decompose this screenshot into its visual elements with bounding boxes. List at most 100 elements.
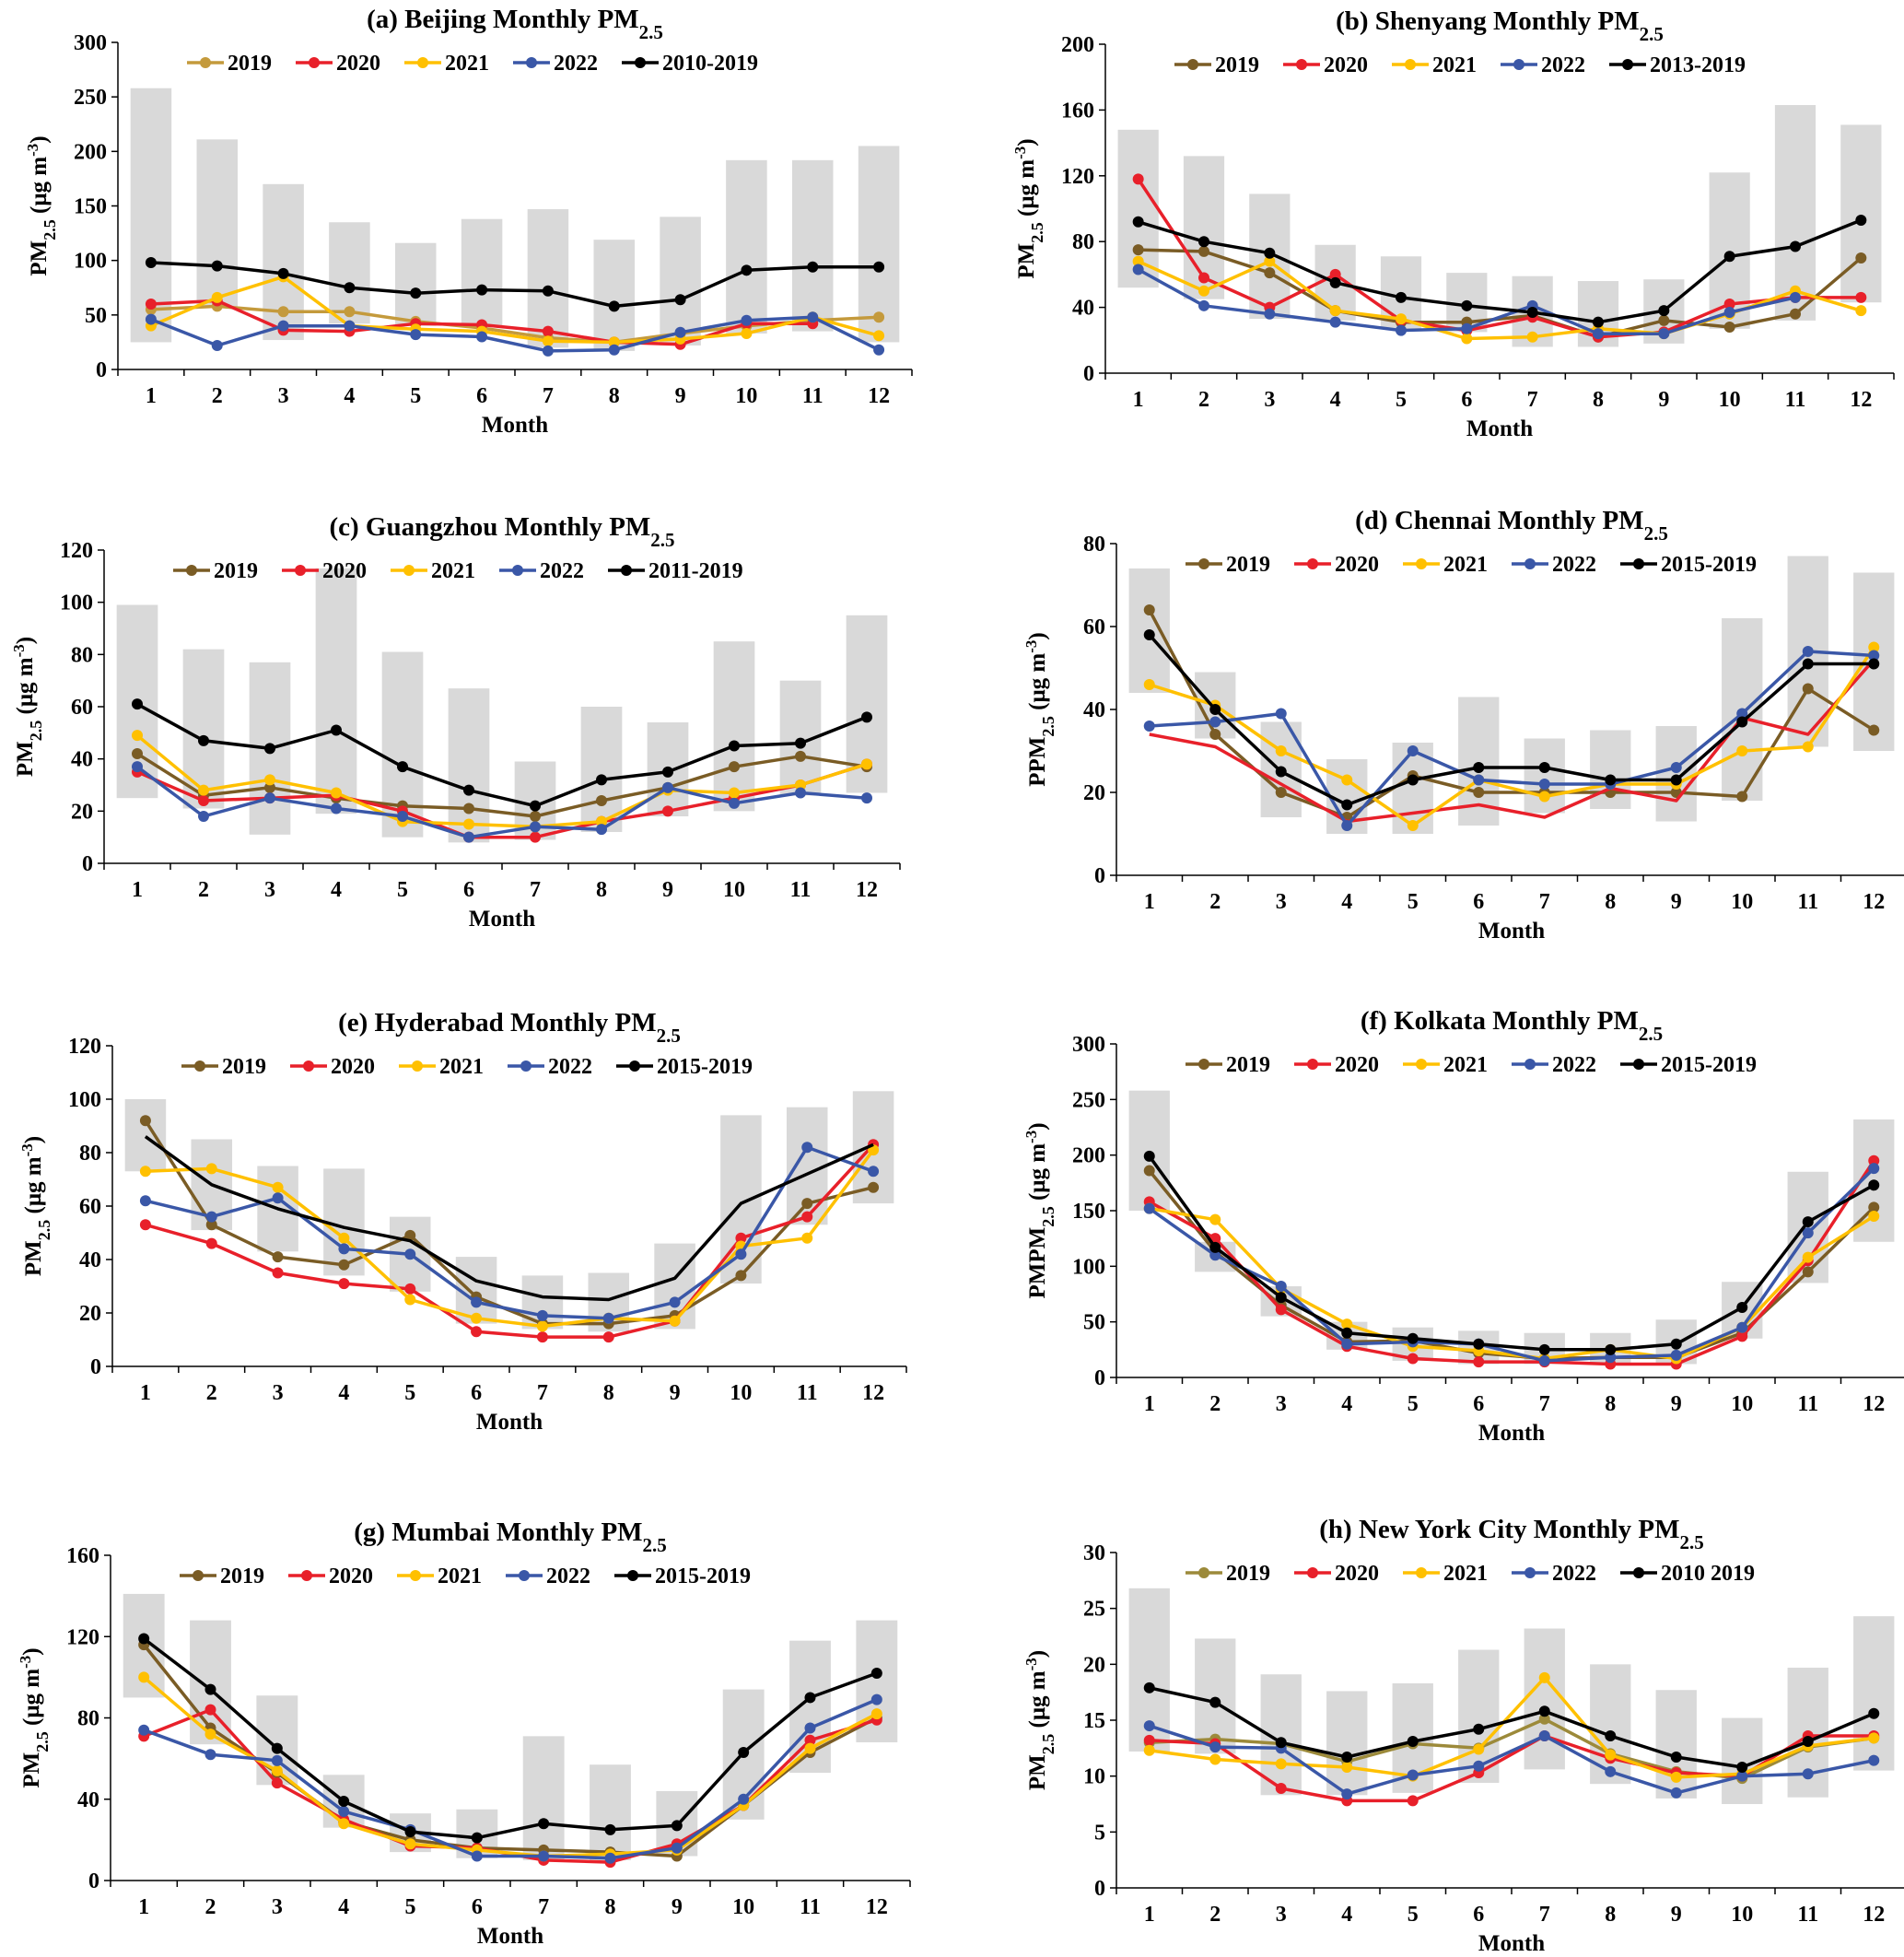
- legend-marker: [512, 565, 523, 576]
- x-tick-label: 11: [802, 384, 824, 408]
- series-line: [1149, 658, 1875, 824]
- series-line: [1149, 646, 1875, 827]
- data-point: [530, 821, 541, 833]
- chart-panel: (f) Kolkata Monthly PM2.5 0 50 100 150 200 250…: [958, 1000, 1904, 1460]
- data-point: [1855, 305, 1867, 317]
- data-point: [1538, 1729, 1550, 1741]
- data-point: [674, 326, 686, 338]
- x-tick-label: 8: [1605, 1392, 1616, 1416]
- data-point: [538, 1850, 550, 1862]
- data-point: [205, 1237, 217, 1249]
- legend-label: 2019: [1226, 1562, 1270, 1586]
- data-point: [542, 325, 554, 337]
- x-tick-label: 3: [1276, 890, 1287, 914]
- data-point: [1868, 1211, 1880, 1223]
- y-tick-label: 120: [1061, 165, 1094, 189]
- series-line: [1149, 1676, 1875, 1779]
- y-tick-label: 20: [1083, 781, 1105, 805]
- x-tick-label: 5: [397, 878, 408, 902]
- y-axis-label: PM2.5 (μg m-3): [18, 1136, 54, 1276]
- data-point: [139, 1195, 151, 1207]
- legend-label: 2015-2019: [657, 1055, 753, 1079]
- data-point: [1538, 1705, 1550, 1717]
- data-point: [1407, 820, 1419, 831]
- x-tick-label: 10: [1731, 890, 1753, 914]
- chart-panel: (b) Shenyang Monthly PM2.5 0 40 80 120 160 200…: [958, 0, 1904, 447]
- y-tick-label: 60: [79, 1195, 101, 1219]
- data-point: [1407, 774, 1419, 786]
- legend-marker: [1524, 558, 1536, 569]
- legend-marker: [1307, 1567, 1318, 1578]
- data-point: [542, 285, 554, 297]
- x-tick-label: 7: [1539, 1903, 1550, 1927]
- data-point: [804, 1734, 816, 1746]
- data-point: [463, 784, 474, 796]
- y-tick-label: 60: [1083, 615, 1105, 639]
- x-tick-label: 2: [1209, 890, 1221, 914]
- legend-marker: [186, 565, 197, 576]
- chart-svg: (a) Beijing Monthly PM2.5 0 50 100 150 200 250…: [24, 5, 913, 438]
- legend-label: 2020: [1335, 1562, 1379, 1586]
- data-point: [735, 1232, 747, 1244]
- legend-marker: [1198, 558, 1209, 569]
- legend-label: 2021: [431, 559, 475, 583]
- range-bar: [461, 218, 503, 326]
- data-point: [211, 291, 223, 303]
- data-point: [1736, 1770, 1748, 1782]
- data-point: [1723, 251, 1735, 263]
- y-tick-label: 10: [1083, 1765, 1105, 1789]
- data-point: [738, 1793, 750, 1805]
- x-tick-label: 4: [1341, 890, 1352, 914]
- x-tick-label: 3: [272, 1895, 283, 1919]
- x-tick-label: 11: [1797, 1903, 1818, 1927]
- data-point: [1736, 1301, 1748, 1313]
- x-tick-label: 11: [790, 878, 812, 902]
- x-tick-label: 5: [404, 1381, 415, 1405]
- legend-label: 2019: [220, 1564, 264, 1588]
- data-point: [530, 831, 541, 843]
- data-point: [804, 1742, 816, 1754]
- data-point: [463, 818, 474, 830]
- data-point: [1275, 1737, 1287, 1749]
- data-point: [397, 811, 408, 822]
- data-point: [132, 748, 143, 759]
- x-tick-label: 4: [344, 384, 355, 408]
- legend-marker: [412, 1061, 423, 1072]
- data-point: [1670, 1787, 1682, 1799]
- legend-label: 2021: [439, 1055, 484, 1079]
- y-tick-label: 80: [77, 1707, 99, 1731]
- data-point: [729, 761, 740, 773]
- data-point: [1790, 240, 1801, 252]
- y-tick-label: 200: [1072, 1144, 1105, 1168]
- data-point: [1658, 328, 1670, 340]
- legend-marker: [520, 1061, 531, 1072]
- x-tick-label: 11: [1797, 890, 1818, 914]
- data-point: [204, 1683, 216, 1695]
- data-point: [1198, 299, 1209, 311]
- data-point: [795, 779, 806, 791]
- x-tick-label: 12: [868, 384, 890, 408]
- range-bar: [1128, 1090, 1170, 1211]
- range-bar: [196, 139, 239, 308]
- legend-label: 2022: [540, 559, 584, 583]
- legend-marker: [1622, 59, 1633, 70]
- data-point: [1538, 1671, 1550, 1683]
- x-tick-label: 7: [543, 384, 554, 408]
- data-point: [671, 1820, 683, 1832]
- legend-marker: [1187, 59, 1198, 70]
- data-point: [1670, 774, 1682, 786]
- x-tick-label: 3: [264, 878, 275, 902]
- data-point: [1538, 1354, 1550, 1366]
- x-tick-label: 5: [410, 384, 421, 408]
- legend-label: 2010 2019: [1661, 1562, 1755, 1586]
- x-tick-label: 8: [605, 1895, 616, 1919]
- x-tick-label: 8: [603, 1381, 614, 1405]
- data-point: [1132, 264, 1144, 275]
- x-tick-label: 6: [472, 1895, 483, 1919]
- y-tick-label: 20: [79, 1302, 101, 1326]
- series-line: [145, 1149, 875, 1329]
- y-tick-label: 0: [1094, 1366, 1105, 1390]
- x-tick-label: 2: [205, 1895, 216, 1919]
- x-tick-label: 6: [1473, 1903, 1484, 1927]
